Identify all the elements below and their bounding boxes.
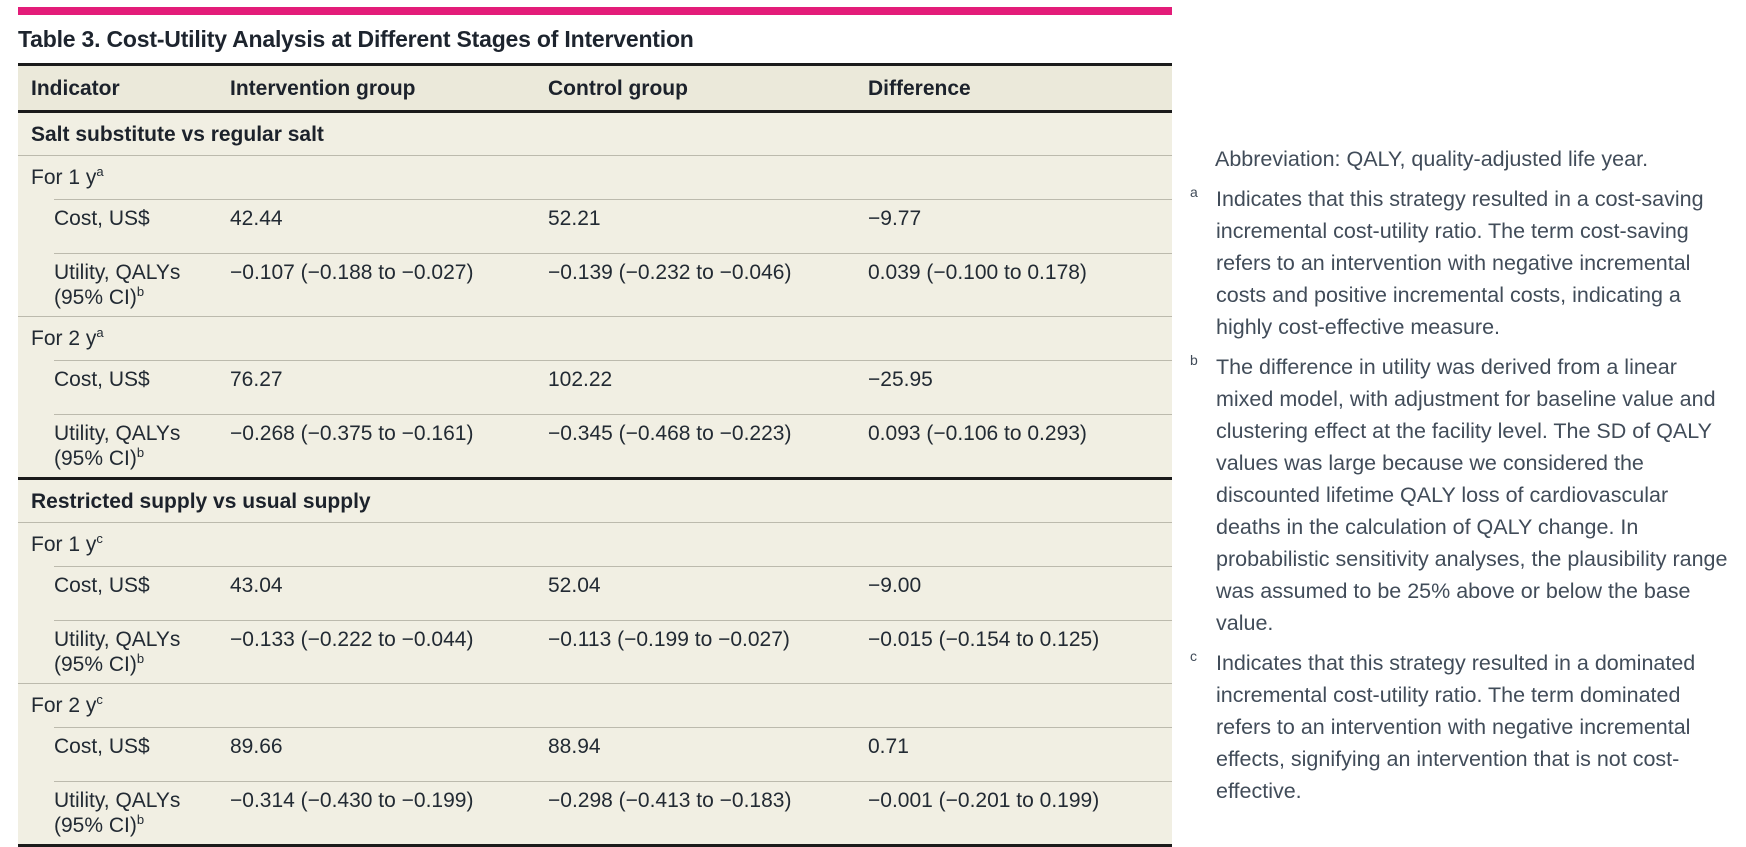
separator-indented xyxy=(54,727,1172,728)
superscript-marker: b xyxy=(136,445,145,460)
row-label: Utility, QALYs (95% CI)b xyxy=(54,628,181,676)
separator-indented xyxy=(54,199,1172,200)
cell-value: 42.44 xyxy=(230,207,283,230)
row-label: Cost, US$ xyxy=(54,735,150,758)
cell-value: −0.139 (−0.232 to −0.046) xyxy=(548,261,792,284)
column-header-intervention-group: Intervention group xyxy=(230,76,416,100)
footnote-text: Indicates that this strategy resulted in… xyxy=(1216,651,1696,803)
separator-full xyxy=(18,316,1172,317)
separator-indented xyxy=(54,253,1172,254)
section-heading: Restricted supply vs usual supply xyxy=(31,489,371,513)
cell-value: 52.04 xyxy=(548,574,601,597)
row-label: Cost, US$ xyxy=(54,207,150,230)
footnote: a Indicates that this strategy resulted i… xyxy=(1189,183,1737,343)
cell-value: −0.268 (−0.375 to −0.161) xyxy=(230,422,474,445)
separator-full xyxy=(18,522,1172,523)
cell-value: 76.27 xyxy=(230,368,283,391)
separator-full xyxy=(18,155,1172,156)
table-header-row: Indicator Intervention group Control gro… xyxy=(18,66,1172,110)
accent-bar xyxy=(18,7,1172,15)
superscript-marker: b xyxy=(136,651,145,666)
row-label: Utility, QALYs (95% CI)b xyxy=(54,789,181,837)
period-label: For 1 yc xyxy=(31,531,103,556)
period-label: For 2 ya xyxy=(31,325,104,350)
separator-indented xyxy=(54,781,1172,782)
superscript-marker: b xyxy=(136,284,145,299)
separator-indented xyxy=(54,620,1172,621)
separator-indented xyxy=(54,414,1172,415)
superscript-marker: a xyxy=(96,164,104,179)
row-label: Utility, QALYs (95% CI)b xyxy=(54,261,181,309)
cell-value: 0.039 (−0.100 to 0.178) xyxy=(868,261,1087,284)
table-row: Cost, US$ 76.27 102.22 −25.95 xyxy=(18,361,1172,414)
cell-value: 102.22 xyxy=(548,368,613,391)
row-label: Cost, US$ xyxy=(54,574,150,597)
table-row: Utility, QALYs (95% CI)b −0.268 (−0.375 t… xyxy=(18,415,1172,477)
table-row: Utility, QALYs (95% CI)b −0.314 (−0.430 t… xyxy=(18,782,1172,844)
footnote-marker: a xyxy=(1190,184,1198,200)
footnote: c Indicates that this strategy resulted i… xyxy=(1189,647,1737,807)
table-row: Utility, QALYs (95% CI)b −0.107 (−0.188 t… xyxy=(18,254,1172,316)
table-row: Cost, US$ 89.66 88.94 0.71 xyxy=(18,728,1172,781)
footnote-marker: c xyxy=(1190,648,1197,664)
period-label: For 1 ya xyxy=(31,164,104,189)
table-title: Table 3. Cost-Utility Analysis at Differ… xyxy=(18,26,694,52)
footnote-list: a Indicates that this strategy resulted i… xyxy=(1189,183,1737,807)
cell-value: 0.71 xyxy=(868,735,909,758)
superscript-marker: c xyxy=(96,531,103,546)
cell-value: −0.133 (−0.222 to −0.044) xyxy=(230,628,474,651)
period-row: For 1 ya xyxy=(18,156,1172,199)
cell-value: 43.04 xyxy=(230,574,283,597)
separator-indented xyxy=(54,360,1172,361)
cell-value: 52.21 xyxy=(548,207,601,230)
header-bottom-rule xyxy=(18,110,1172,113)
period-row: For 2 yc xyxy=(18,684,1172,727)
period-row: For 1 yc xyxy=(18,523,1172,566)
row-label: Utility, QALYs (95% CI)b xyxy=(54,422,181,470)
cell-value: −9.00 xyxy=(868,574,922,597)
superscript-marker: a xyxy=(96,325,104,340)
table-row: Cost, US$ 43.04 52.04 −9.00 xyxy=(18,567,1172,620)
section-heading-row: Restricted supply vs usual supply xyxy=(18,480,1172,522)
table-body: Salt substitute vs regular salt For 1 ya C… xyxy=(18,113,1172,847)
cell-value: −25.95 xyxy=(868,368,933,391)
footnote-text: The difference in utility was derived fr… xyxy=(1216,355,1728,635)
table-row: Utility, QALYs (95% CI)b −0.133 (−0.222 t… xyxy=(18,621,1172,683)
cell-value: −0.345 (−0.468 to −0.223) xyxy=(548,422,792,445)
table-top-rule xyxy=(18,63,1172,66)
cell-value: −9.77 xyxy=(868,207,922,230)
cell-value: 89.66 xyxy=(230,735,283,758)
cell-value: −0.001 (−0.201 to 0.199) xyxy=(868,789,1100,812)
column-header-control-group: Control group xyxy=(548,76,688,100)
period-label: For 2 yc xyxy=(31,692,103,717)
cell-value: −0.015 (−0.154 to 0.125) xyxy=(868,628,1100,651)
section-divider-rule xyxy=(18,477,1172,480)
cell-value: −0.107 (−0.188 to −0.027) xyxy=(230,261,474,284)
row-label: Cost, US$ xyxy=(54,368,150,391)
separator-full xyxy=(18,683,1172,684)
table-panel: Table 3. Cost-Utility Analysis at Differ… xyxy=(18,0,1172,847)
cell-value: −0.314 (−0.430 to −0.199) xyxy=(230,789,474,812)
footnote-marker: b xyxy=(1190,352,1198,368)
cell-value: −0.298 (−0.413 to −0.183) xyxy=(548,789,792,812)
footnote: b The difference in utility was derived f… xyxy=(1189,351,1737,639)
column-header-indicator: Indicator xyxy=(31,76,120,100)
cell-value: −0.113 (−0.199 to −0.027) xyxy=(548,628,790,651)
cell-value: 0.093 (−0.106 to 0.293) xyxy=(868,422,1087,445)
cost-utility-table: Indicator Intervention group Control gro… xyxy=(18,63,1172,847)
superscript-marker: c xyxy=(96,692,103,707)
column-header-difference: Difference xyxy=(868,76,971,100)
footnote-text: Indicates that this strategy resulted in… xyxy=(1216,187,1704,339)
footnotes-panel: Abbreviation: QALY, quality-adjusted lif… xyxy=(1189,143,1737,815)
abbreviation-note: Abbreviation: QALY, quality-adjusted lif… xyxy=(1215,147,1649,171)
cell-value: 88.94 xyxy=(548,735,601,758)
table-row: Cost, US$ 42.44 52.21 −9.77 xyxy=(18,200,1172,253)
section-heading: Salt substitute vs regular salt xyxy=(31,122,324,146)
section-heading-row: Salt substitute vs regular salt xyxy=(18,113,1172,155)
separator-indented xyxy=(54,566,1172,567)
period-row: For 2 ya xyxy=(18,317,1172,360)
